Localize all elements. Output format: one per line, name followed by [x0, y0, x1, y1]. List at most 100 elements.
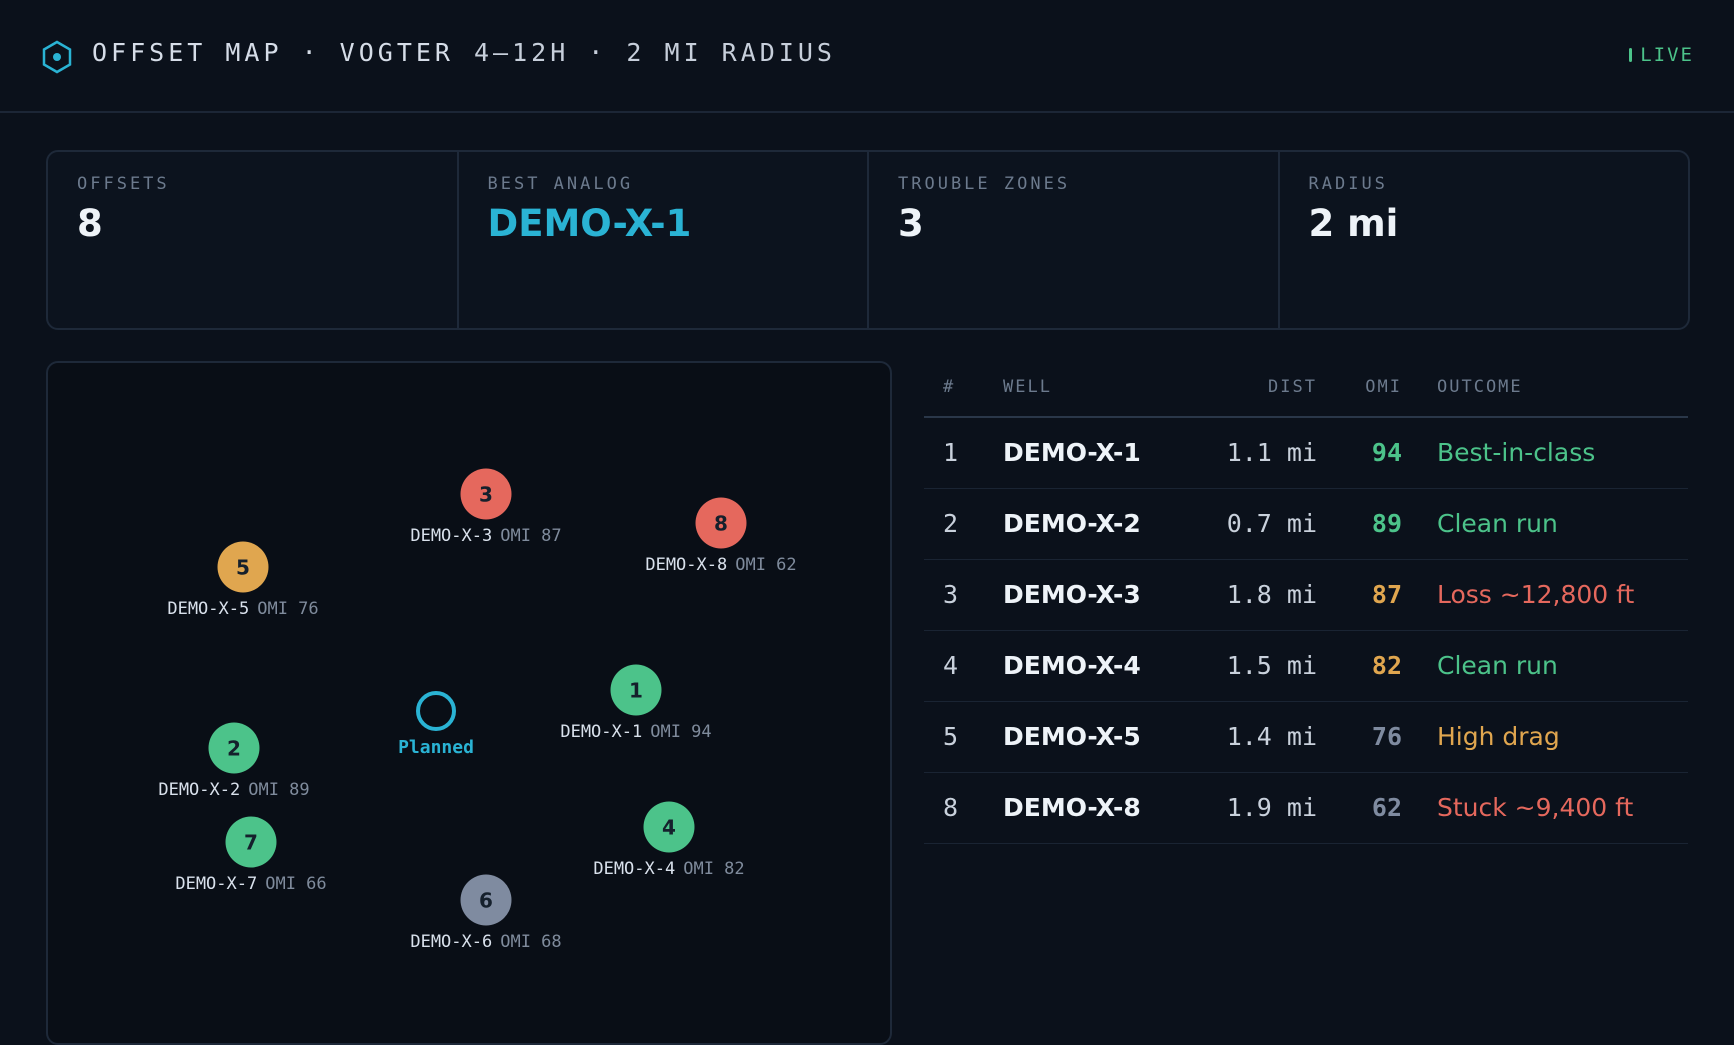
well-marker[interactable]: 2: [208, 722, 260, 774]
cell-omi: 89: [1371, 509, 1402, 538]
cell-dist: 1.8 mi: [1226, 580, 1317, 609]
cell-outcome: Clean run: [1437, 509, 1558, 538]
well-marker-dot: 6: [460, 874, 512, 926]
well-marker-dot: 8: [695, 497, 747, 549]
kpi-value: 3: [898, 202, 924, 245]
cell-num: 3: [943, 580, 959, 609]
cell-omi: 76: [1371, 722, 1402, 751]
cell-dist: 1.4 mi: [1226, 722, 1317, 751]
well-marker-label: DEMO-X-5 OMI 76: [167, 599, 318, 619]
table-row[interactable]: 8 DEMO-X-8 1.9 mi 62 Stuck ~9,400 ft: [924, 773, 1688, 844]
cell-omi: 94: [1371, 438, 1402, 467]
kpi-value: 8: [77, 202, 103, 245]
well-marker[interactable]: 8: [695, 497, 747, 549]
table-row[interactable]: 5 DEMO-X-5 1.4 mi 76 High drag: [924, 702, 1688, 773]
well-omi: OMI 66: [265, 874, 327, 894]
cell-num: 5: [943, 722, 959, 751]
top-bar: OFFSET MAP · VOGTER 4–12H · 2 MI RADIUS …: [0, 0, 1734, 113]
cell-well: DEMO-X-8: [1003, 793, 1141, 822]
column-header-outcome[interactable]: OUTCOME: [1437, 377, 1523, 397]
table-header: # WELL DIST OMI OUTCOME: [924, 362, 1688, 418]
kpi-trouble-zones: TROUBLE ZONES 3: [869, 152, 1280, 328]
cell-num: 1: [943, 438, 959, 467]
kpi-value: 2 mi: [1308, 202, 1399, 245]
cell-well: DEMO-X-1: [1003, 438, 1141, 467]
kpi-label: OFFSETS: [77, 174, 170, 194]
kpi-radius: RADIUS 2 mi: [1280, 152, 1689, 328]
column-header-well[interactable]: WELL: [1003, 377, 1052, 397]
well-marker-dot: 7: [225, 816, 277, 868]
cell-dist: 1.1 mi: [1226, 438, 1317, 467]
cell-omi: 87: [1371, 580, 1402, 609]
well-marker-dot: 1: [610, 664, 662, 716]
well-marker-label: DEMO-X-8 OMI 62: [645, 555, 796, 575]
page-subtitle: 4–12H · 2 MI RADIUS: [474, 38, 836, 67]
cell-outcome: Best-in-class: [1437, 438, 1596, 467]
column-header-dist[interactable]: DIST: [1268, 377, 1317, 397]
table-row[interactable]: 2 DEMO-X-2 0.7 mi 89 Clean run: [924, 489, 1688, 560]
well-omi: OMI 87: [500, 526, 562, 546]
table-row[interactable]: 1 DEMO-X-1 1.1 mi 94 Best-in-class: [924, 418, 1688, 489]
cell-outcome: Loss ~12,800 ft: [1437, 580, 1635, 609]
kpi-label: BEST ANALOG: [487, 174, 634, 194]
kpi-label: RADIUS: [1308, 174, 1388, 194]
well-name: DEMO-X-7: [175, 874, 258, 894]
cell-omi: 82: [1371, 651, 1402, 680]
cell-num: 8: [943, 793, 959, 822]
well-name: DEMO-X-8: [645, 555, 728, 575]
cell-dist: 1.5 mi: [1226, 651, 1317, 680]
cell-outcome: Stuck ~9,400 ft: [1437, 793, 1634, 822]
cell-well: DEMO-X-5: [1003, 722, 1141, 751]
well-marker-dot: 3: [460, 468, 512, 520]
planned-well-marker[interactable]: [416, 691, 456, 731]
cell-omi: 62: [1371, 793, 1402, 822]
well-omi: OMI 62: [735, 555, 797, 575]
hexagon-icon: [42, 40, 72, 74]
kpi-offsets: OFFSETS 8: [48, 152, 459, 328]
planned-well-label: Planned: [398, 737, 474, 758]
well-omi: OMI 76: [257, 599, 319, 619]
table-row[interactable]: 3 DEMO-X-3 1.8 mi 87 Loss ~12,800 ft: [924, 560, 1688, 631]
cell-dist: 0.7 mi: [1226, 509, 1317, 538]
page-title: OFFSET MAP · VOGTER: [92, 38, 454, 67]
offset-table: # WELL DIST OMI OUTCOME 1 DEMO-X-1 1.1 m…: [924, 362, 1688, 844]
well-marker-dot: 2: [208, 722, 260, 774]
well-marker[interactable]: 6: [460, 874, 512, 926]
cell-num: 4: [943, 651, 959, 680]
cell-dist: 1.9 mi: [1226, 793, 1317, 822]
well-marker-label: DEMO-X-6 OMI 68: [410, 932, 561, 952]
column-header-omi[interactable]: OMI: [1365, 377, 1402, 397]
well-omi: OMI 94: [650, 722, 712, 742]
offset-map[interactable]: Planned 3 DEMO-X-3 OMI 87 8 DEMO-X-8 OMI 6…: [46, 361, 892, 1045]
cell-num: 2: [943, 509, 959, 538]
well-name: DEMO-X-1: [560, 722, 643, 742]
well-marker-dot: 5: [217, 541, 269, 593]
well-marker-label: DEMO-X-1 OMI 94: [560, 722, 711, 742]
live-label: LIVE: [1640, 44, 1694, 66]
kpi-value: DEMO-X-1: [487, 202, 692, 245]
well-marker[interactable]: 4: [643, 801, 695, 853]
well-marker[interactable]: 3: [460, 468, 512, 520]
well-marker[interactable]: 1: [610, 664, 662, 716]
cell-well: DEMO-X-4: [1003, 651, 1141, 680]
well-marker[interactable]: 7: [225, 816, 277, 868]
well-omi: OMI 89: [248, 780, 310, 800]
live-indicator-icon: [1629, 48, 1633, 62]
live-status: LIVE: [1629, 44, 1694, 66]
well-name: DEMO-X-3: [410, 526, 493, 546]
cell-well: DEMO-X-2: [1003, 509, 1141, 538]
well-marker-label: DEMO-X-2 OMI 89: [158, 780, 309, 800]
kpi-best-analog: BEST ANALOG DEMO-X-1: [459, 152, 869, 328]
well-marker[interactable]: 5: [217, 541, 269, 593]
well-marker-label: DEMO-X-3 OMI 87: [410, 526, 561, 546]
kpi-label: TROUBLE ZONES: [898, 174, 1071, 194]
well-marker-label: DEMO-X-4 OMI 82: [593, 859, 744, 879]
column-header-num[interactable]: #: [943, 377, 956, 397]
well-omi: OMI 82: [683, 859, 745, 879]
cell-well: DEMO-X-3: [1003, 580, 1141, 609]
well-name: DEMO-X-5: [167, 599, 250, 619]
well-name: DEMO-X-4: [593, 859, 676, 879]
well-name: DEMO-X-2: [158, 780, 241, 800]
kpi-strip: OFFSETS 8 BEST ANALOG DEMO-X-1 TROUBLE Z…: [46, 150, 1690, 330]
table-row[interactable]: 4 DEMO-X-4 1.5 mi 82 Clean run: [924, 631, 1688, 702]
